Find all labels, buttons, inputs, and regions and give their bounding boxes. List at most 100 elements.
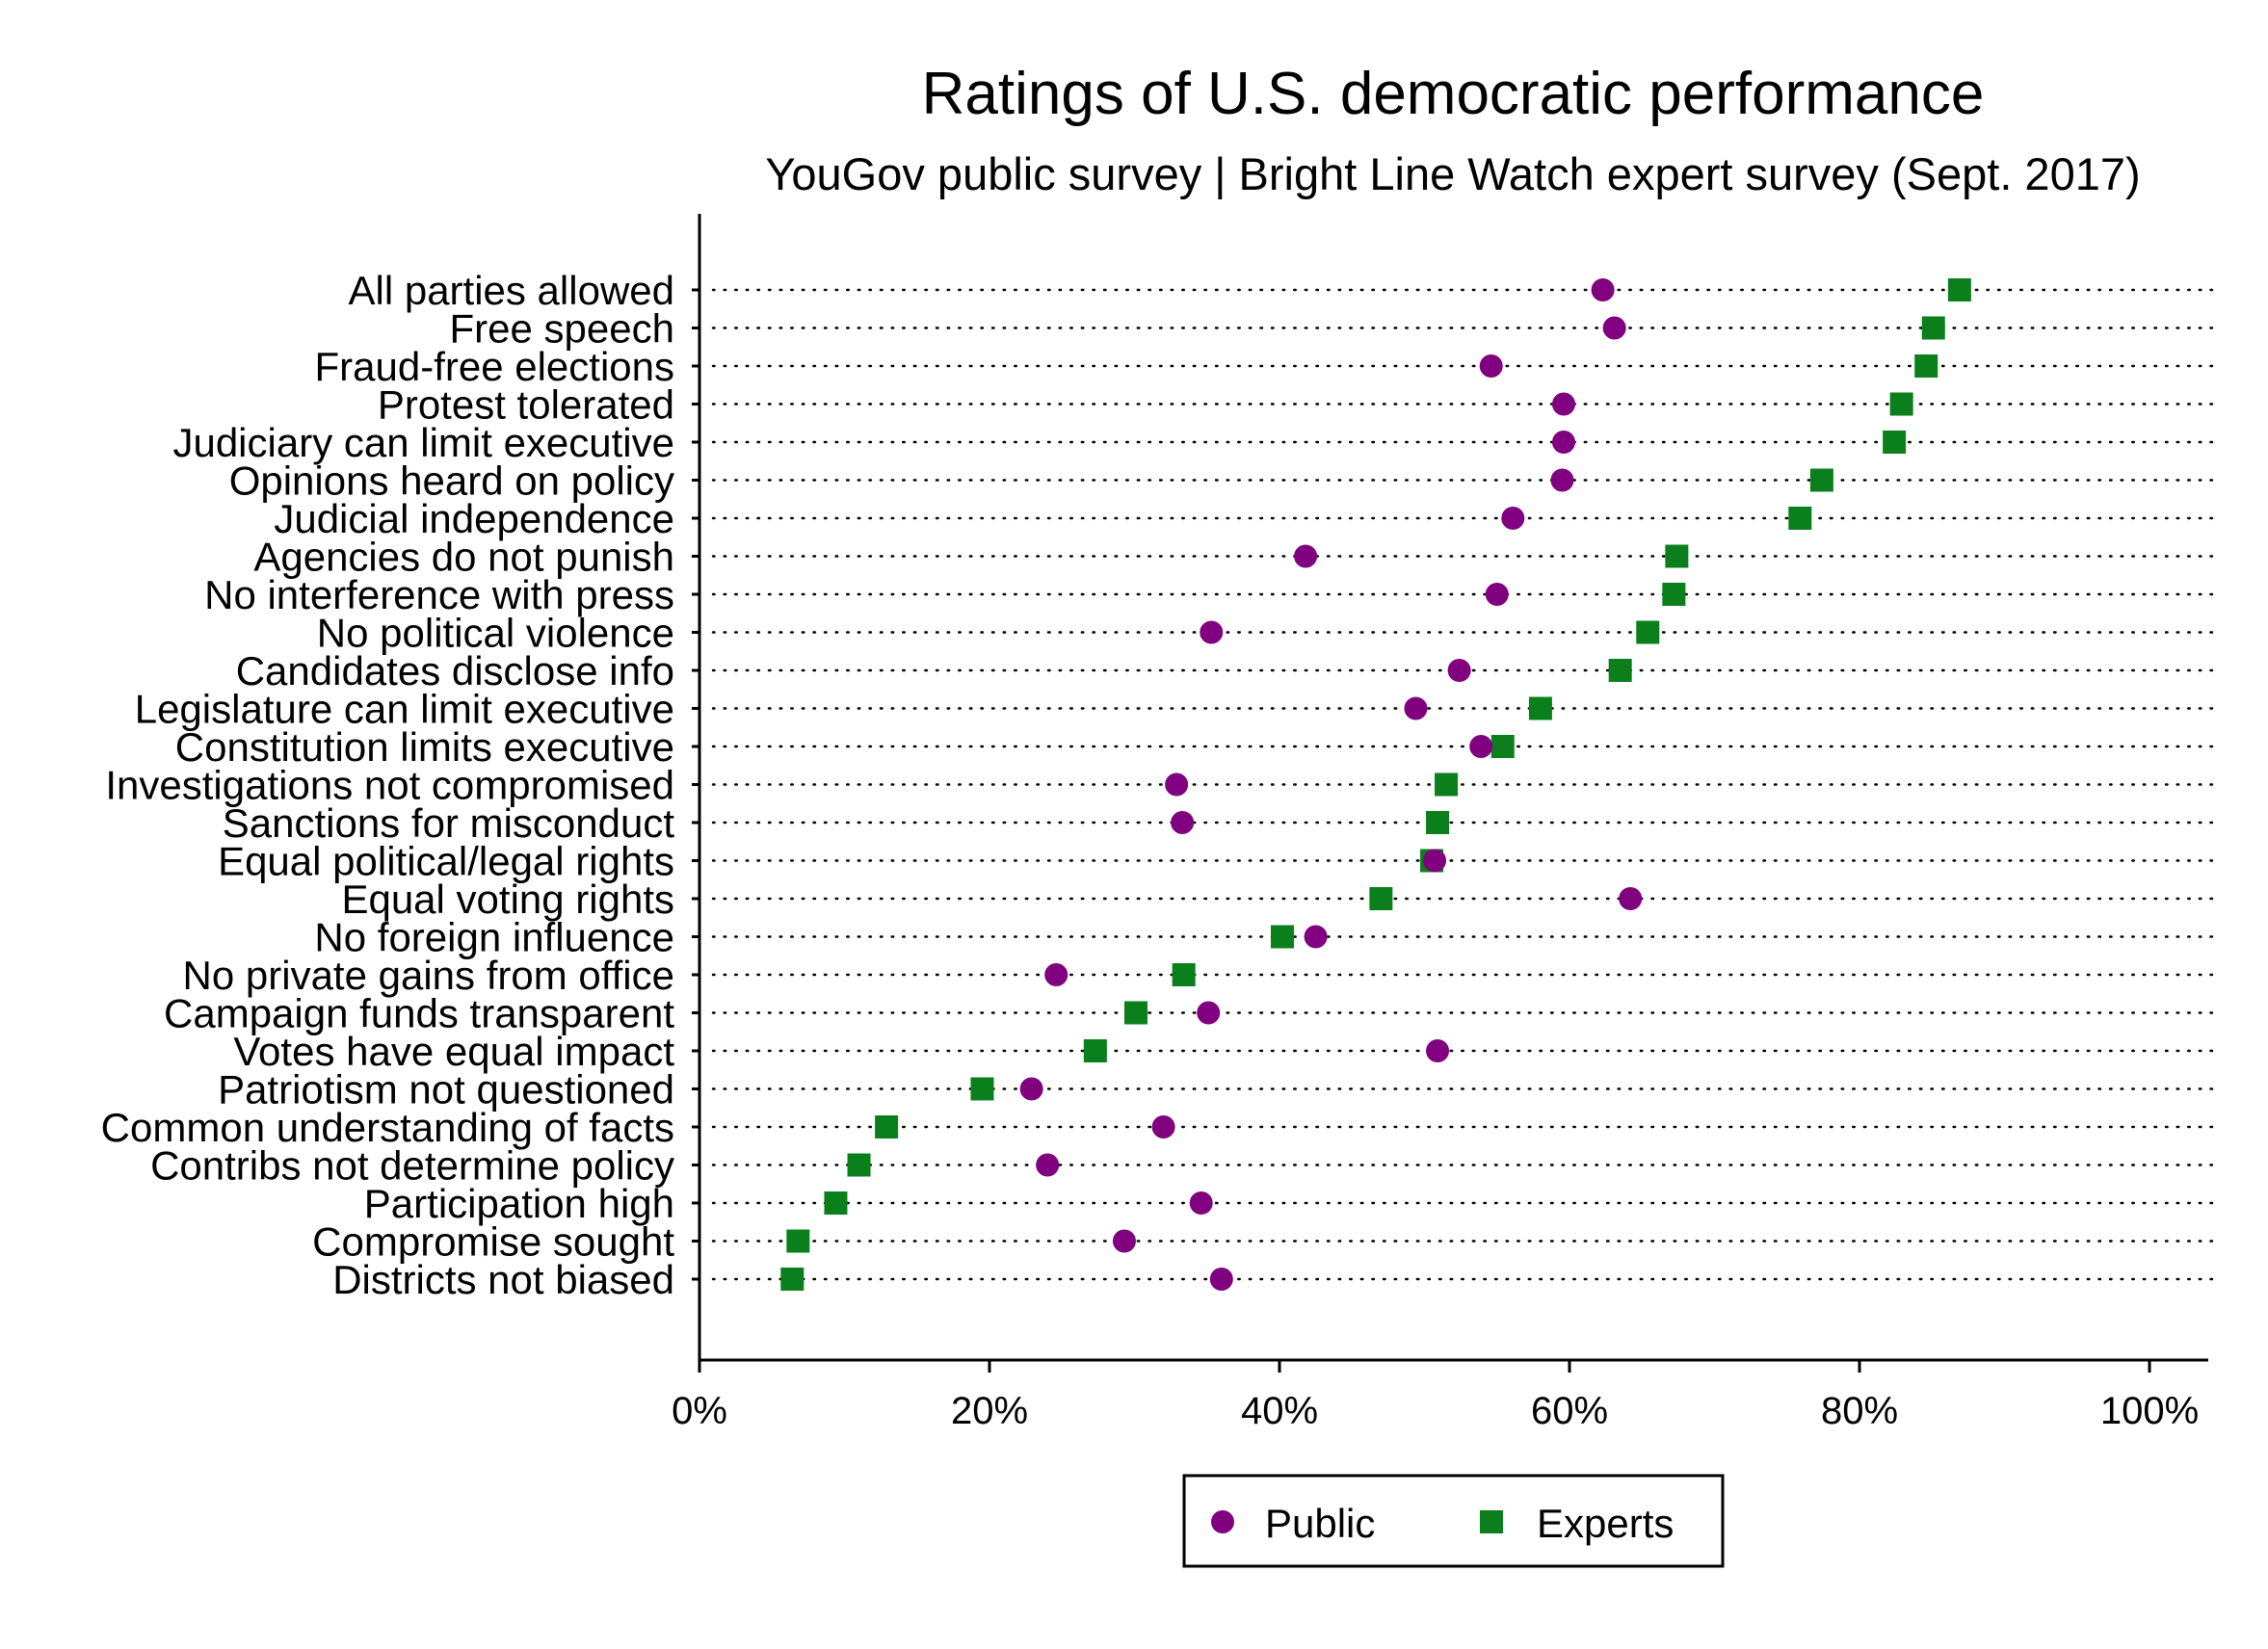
experts-point <box>824 1191 848 1215</box>
experts-point <box>1809 468 1833 492</box>
experts-point <box>786 1229 810 1253</box>
category-label: Agencies do not punish <box>253 535 674 580</box>
public-point <box>1426 1039 1450 1062</box>
x-tick-label: 100% <box>2100 1390 2199 1432</box>
legend-experts-marker <box>1480 1510 1503 1533</box>
public-point <box>1551 392 1575 416</box>
public-point <box>1112 1229 1136 1253</box>
public-point <box>1447 659 1471 682</box>
public-point <box>1619 887 1643 910</box>
experts-point <box>1271 925 1295 949</box>
category-label: Districts not biased <box>332 1257 674 1302</box>
x-tick-label: 0% <box>672 1390 727 1432</box>
experts-point <box>1435 772 1459 797</box>
axes <box>698 214 2208 1362</box>
category-label: Compromise sought <box>312 1219 674 1265</box>
category-label: Protest tolerated <box>378 382 674 428</box>
public-point <box>1044 963 1068 986</box>
category-label: Judiciary can limit executive <box>172 420 674 465</box>
data-markers <box>780 278 1971 1291</box>
experts-point <box>1889 392 1913 416</box>
category-label: Equal voting rights <box>341 877 674 922</box>
experts-point <box>1172 963 1196 986</box>
category-label: No foreign influence <box>314 915 674 960</box>
experts-point <box>1608 659 1632 682</box>
public-point <box>1019 1077 1043 1101</box>
experts-point <box>1124 1001 1148 1025</box>
x-tick-label: 60% <box>1531 1390 1608 1432</box>
public-point <box>1197 1001 1221 1025</box>
public-point <box>1151 1115 1175 1139</box>
experts-point <box>875 1115 899 1139</box>
category-label: Judicial independence <box>274 496 674 541</box>
experts-point <box>1788 507 1812 530</box>
public-point <box>1485 583 1509 606</box>
category-label: Participation high <box>364 1181 674 1226</box>
experts-point <box>1914 354 1938 378</box>
public-point <box>1294 544 1318 568</box>
x-axis-ticks: 0% 20% 40% 60% 80% 100% <box>672 1360 2199 1432</box>
experts-point <box>1083 1039 1107 1062</box>
experts-point <box>1369 887 1393 910</box>
public-point <box>1551 431 1575 454</box>
category-label: Candidates disclose info <box>236 648 674 694</box>
public-point <box>1209 1268 1233 1291</box>
category-label: Sanctions for misconduct <box>223 800 675 846</box>
legend: Public Experts <box>1182 1474 1725 1568</box>
chart-subtitle: YouGov public survey | Bright Line Watch… <box>765 148 2140 199</box>
experts-point <box>1636 620 1660 644</box>
category-label: All parties allowed <box>348 268 674 313</box>
public-point <box>1304 925 1328 949</box>
experts-point <box>970 1077 994 1101</box>
experts-point <box>780 1268 804 1291</box>
x-tick-label: 80% <box>1821 1390 1898 1432</box>
experts-point <box>1947 278 1971 301</box>
public-point <box>1501 507 1525 530</box>
public-point <box>1171 811 1195 834</box>
category-label: Patriotism not questioned <box>218 1067 674 1112</box>
category-label: Fraud-free elections <box>314 344 674 389</box>
public-point <box>1479 354 1503 378</box>
category-label: No private gains from office <box>183 953 674 998</box>
legend-box <box>1182 1474 1725 1568</box>
chart-title: Ratings of U.S. democratic performance <box>922 61 1985 127</box>
category-label: Campaign funds transparent <box>164 991 674 1036</box>
public-point <box>1036 1153 1060 1177</box>
public-point <box>1423 849 1447 873</box>
public-point <box>1189 1191 1213 1215</box>
category-label: Equal political/legal rights <box>218 839 674 884</box>
legend-public-label: Public <box>1265 1501 1375 1546</box>
category-label: Legislature can limit executive <box>135 687 674 732</box>
public-point <box>1550 468 1574 492</box>
experts-point <box>1490 735 1515 758</box>
category-label: Free speech <box>450 306 674 352</box>
experts-point <box>1426 811 1450 834</box>
public-point <box>1165 772 1189 797</box>
x-tick-label: 20% <box>951 1390 1028 1432</box>
public-point <box>1591 278 1615 301</box>
category-label: Common understanding of facts <box>101 1105 674 1150</box>
gridlines <box>692 288 2216 1281</box>
category-label: No political violence <box>317 611 674 656</box>
category-label: Votes have equal impact <box>233 1029 674 1074</box>
category-label: Investigations not compromised <box>105 763 674 808</box>
public-point <box>1200 620 1224 644</box>
public-point <box>1602 316 1626 340</box>
experts-point <box>1665 544 1689 568</box>
experts-point <box>1528 696 1552 720</box>
experts-point <box>1662 583 1686 606</box>
public-point <box>1469 735 1493 758</box>
x-tick-label: 40% <box>1241 1390 1318 1432</box>
category-label: Constitution limits executive <box>175 724 674 770</box>
category-label: Opinions heard on policy <box>229 458 674 504</box>
public-point <box>1404 696 1428 720</box>
category-label: Contribs not determine policy <box>150 1143 674 1189</box>
legend-experts-label: Experts <box>1537 1501 1674 1546</box>
experts-point <box>1921 316 1945 340</box>
experts-point <box>1883 431 1907 454</box>
legend-public-marker <box>1211 1510 1234 1533</box>
experts-point <box>847 1153 871 1177</box>
